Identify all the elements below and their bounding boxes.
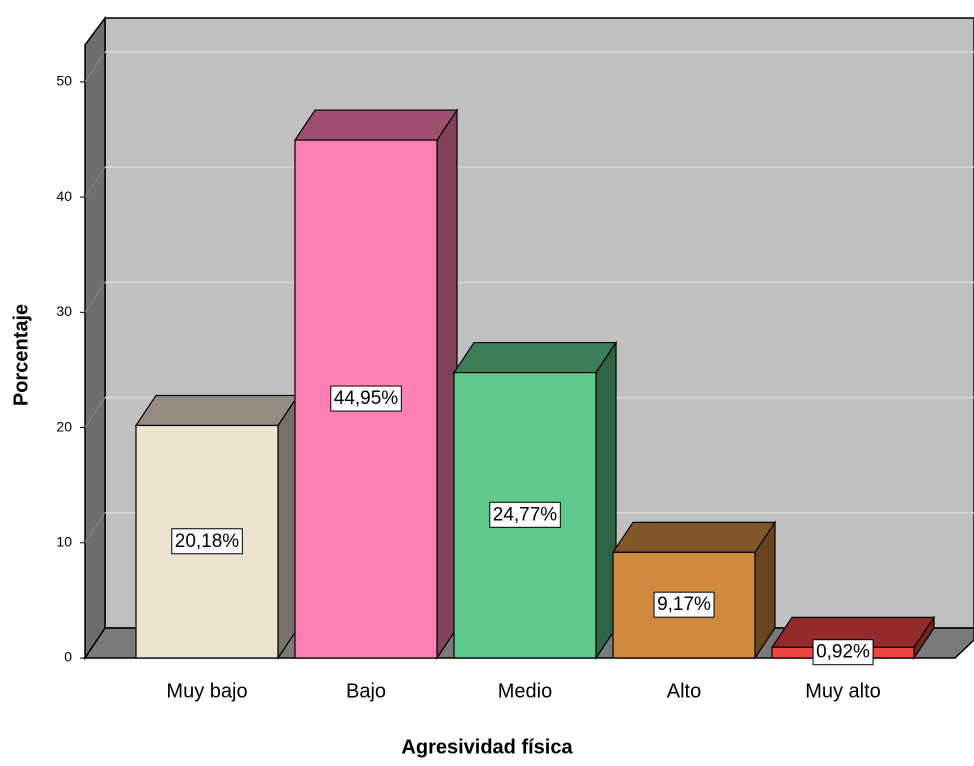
- value-label-box: [171, 528, 243, 555]
- grid-line: [84, 51, 106, 83]
- value-label-box: [653, 591, 715, 618]
- value-label: 44,95%: [334, 388, 399, 409]
- x-tick-label: Alto: [667, 680, 701, 702]
- grid-line: [84, 282, 106, 313]
- x-tick-label: Muy alto: [805, 680, 881, 702]
- y-tick-label: 20: [56, 418, 72, 434]
- value-label-box: [812, 639, 874, 666]
- y-tick-label: 0: [64, 649, 72, 665]
- bar-top: [611, 521, 777, 553]
- y-tick-label: 30: [56, 303, 72, 319]
- left-wall: [84, 15, 106, 661]
- y-tick-label: 10: [56, 533, 72, 549]
- x-tick-label: Bajo: [346, 680, 386, 702]
- y-tick-label: 40: [56, 188, 72, 204]
- x-tick-label: Medio: [498, 680, 552, 702]
- value-label-box: [330, 385, 402, 412]
- value-label-box: [489, 501, 561, 528]
- value-label: 0,92%: [816, 642, 870, 663]
- y-tick-label: 50: [56, 73, 72, 89]
- bars: 20,18% 44,95% 24,77% 9,17% 0,92%: [134, 108, 936, 666]
- bar-top: [134, 394, 300, 427]
- grid-line: [84, 166, 106, 198]
- grid-line: [84, 512, 106, 544]
- value-label: 9,17%: [657, 594, 711, 615]
- bar-top: [293, 109, 459, 141]
- bar-top: [452, 341, 618, 374]
- x-tick-label: Muy bajo: [166, 680, 247, 702]
- grid-line: [84, 397, 106, 428]
- y-axis-title: Porcentaje: [10, 304, 32, 406]
- x-axis-title: Agresividad física: [401, 736, 573, 758]
- value-label: 24,77%: [493, 504, 558, 525]
- value-label: 20,18%: [175, 531, 240, 552]
